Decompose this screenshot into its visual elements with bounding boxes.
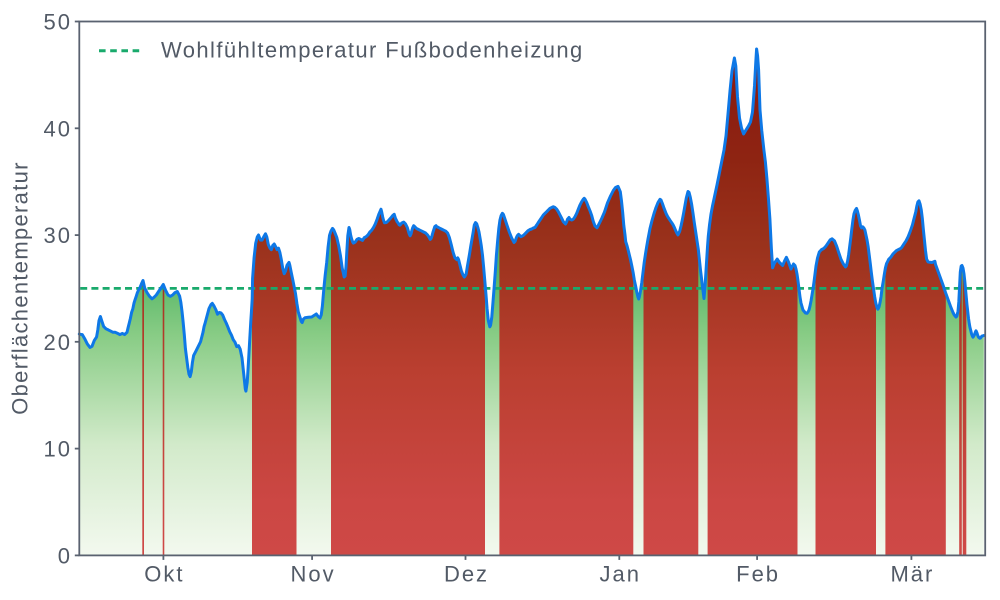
svg-text:Oberflächentemperatur: Oberflächentemperatur (8, 161, 33, 415)
svg-text:Feb: Feb (736, 562, 780, 587)
svg-text:30: 30 (44, 223, 72, 248)
svg-text:Okt: Okt (144, 562, 184, 587)
svg-text:Jan: Jan (600, 562, 641, 587)
svg-text:Wohlfühltemperatur Fußbodenhei: Wohlfühltemperatur Fußbodenheizung (161, 38, 584, 63)
svg-text:Nov: Nov (291, 562, 336, 587)
svg-text:0: 0 (58, 543, 72, 568)
svg-text:40: 40 (44, 116, 72, 141)
svg-text:50: 50 (44, 10, 72, 35)
svg-text:Dez: Dez (444, 562, 489, 587)
svg-text:Mär: Mär (890, 562, 934, 587)
svg-text:20: 20 (44, 330, 72, 355)
svg-text:10: 10 (44, 437, 72, 462)
